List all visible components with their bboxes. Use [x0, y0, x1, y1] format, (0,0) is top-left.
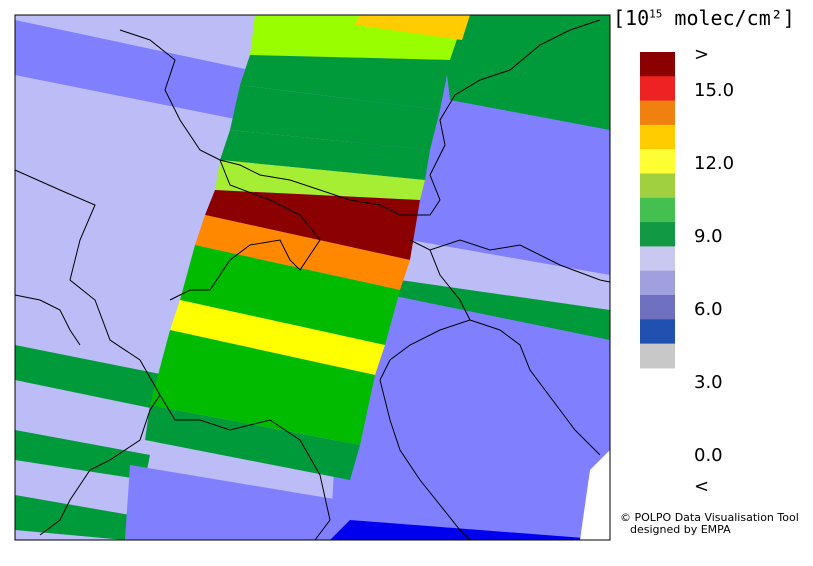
colorbar-swatch-5	[640, 173, 675, 199]
swath-band-1	[240, 55, 450, 110]
credit-text: © POLPO Data Visualisation Tool designed …	[620, 512, 799, 536]
legend-label-0: 0.0	[694, 445, 723, 466]
colorbar-swatch-8	[640, 246, 675, 272]
swath-west-periwinkle	[125, 465, 340, 540]
legend-label-12: 12.0	[694, 153, 735, 174]
border-line-2	[169, 159, 321, 301]
swath-band-7	[180, 245, 400, 345]
colorbar-swatch-0	[640, 52, 675, 77]
swath-band-3	[220, 130, 430, 180]
swath-band-2	[230, 85, 440, 150]
border-line-5	[469, 319, 601, 456]
colorbar-swatch-12	[640, 343, 675, 369]
swath-band-6	[195, 215, 410, 290]
colorbar-swatch-11	[640, 319, 675, 345]
legend-label-max: >	[694, 44, 710, 65]
swath-west-blue	[15, 20, 250, 120]
legend-label-6: 6.0	[694, 299, 723, 320]
colorbar-swatch-6	[640, 197, 675, 223]
border-line-7	[39, 394, 161, 536]
colorbar-swatch-7	[640, 222, 675, 247]
credit-line-2: designed by EMPA	[630, 523, 731, 536]
swath-band-9	[150, 330, 375, 445]
border-line-6	[379, 379, 471, 541]
border-line-8	[14, 294, 81, 346]
map-frame	[14, 14, 611, 541]
colorbar-swatch-2	[640, 100, 675, 126]
border-line-4	[379, 249, 471, 381]
colorbar-swatch-9	[640, 270, 675, 296]
colorbar-swatch-4	[640, 149, 675, 174]
swath-west-green-4	[145, 405, 360, 480]
legend-label-15: 15.0	[694, 80, 735, 101]
swath-band-5	[205, 190, 420, 260]
legend-label-3: 3.0	[694, 372, 723, 393]
satellite-swaths	[15, 15, 610, 540]
swath-east-blue	[330, 520, 610, 540]
unit-label: [1015 molec/cm²]	[613, 6, 795, 30]
swath-band-4	[215, 160, 425, 200]
swath-west-green-3	[15, 495, 130, 540]
swath-east-green	[440, 15, 610, 130]
legend-label-9: 9.0	[694, 226, 723, 247]
swath-east-gap	[580, 450, 610, 540]
swath-east-lavender	[400, 240, 610, 310]
swath-west-green-1	[15, 345, 165, 410]
swath-band-10	[355, 15, 470, 40]
border-line-1	[119, 19, 601, 216]
colorbar	[640, 52, 675, 369]
colorbar-swatch-3	[640, 124, 675, 150]
swath-west-green-2	[15, 430, 150, 480]
swath-band-8	[170, 300, 385, 375]
border-line-3	[409, 239, 611, 283]
credit-line-1: © POLPO Data Visualisation Tool	[620, 511, 799, 524]
country-borders	[14, 19, 611, 541]
colorbar-swatch-10	[640, 295, 675, 320]
legend-label-min: <	[694, 476, 710, 497]
colorbar-swatch-1	[640, 76, 675, 102]
